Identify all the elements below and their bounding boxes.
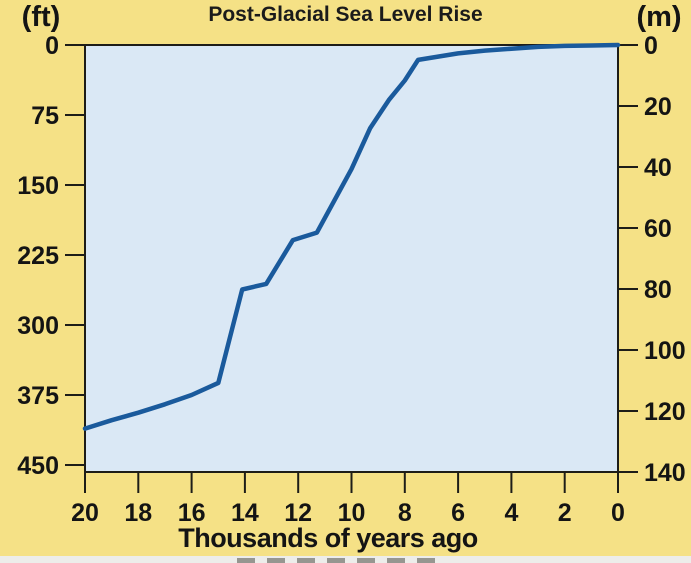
right-tick-label: 100	[644, 337, 686, 365]
left-tick-label: 150	[17, 172, 59, 200]
right-tick-label: 80	[644, 276, 672, 304]
bottom-tick-label: 14	[231, 499, 259, 527]
left-axis-unit-ft: (ft)	[21, 1, 61, 33]
bottom-tick-label: 0	[611, 499, 625, 527]
bottom-tick-label: 4	[504, 499, 518, 527]
bottom-tick-label: 10	[338, 499, 366, 527]
right-tick-label: 0	[644, 32, 658, 60]
bottom-tick-label: 18	[124, 499, 152, 527]
bottom-tick-label: 16	[178, 499, 206, 527]
sea-level-line	[82, 42, 621, 431]
right-tick-label: 60	[644, 215, 672, 243]
left-tick-label: 75	[31, 102, 59, 130]
right-tick-label: 140	[644, 459, 686, 487]
right-tick-label: 120	[644, 398, 686, 426]
right-tick-label: 20	[644, 93, 672, 121]
bottom-tick-label: 6	[451, 499, 465, 527]
bottom-tick-label: 20	[71, 499, 99, 527]
left-tick-label: 375	[17, 382, 59, 410]
x-axis-label: Thousands of years ago	[178, 523, 478, 553]
left-tick-label: 450	[17, 452, 59, 480]
plot-area	[84, 44, 619, 473]
bottom-tick-label: 12	[284, 499, 312, 527]
right-axis-unit-m: (m)	[636, 1, 682, 33]
bottom-tick-label: 8	[398, 499, 412, 527]
left-tick-label: 225	[17, 242, 59, 270]
left-tick-label: 0	[45, 32, 59, 60]
right-tick-label: 40	[644, 154, 672, 182]
bottom-cropped-text-remnant	[237, 558, 447, 563]
left-tick-label: 300	[17, 312, 59, 340]
bottom-tick-label: 2	[558, 499, 572, 527]
chart-title: Post-Glacial Sea Level Rise	[208, 3, 483, 26]
